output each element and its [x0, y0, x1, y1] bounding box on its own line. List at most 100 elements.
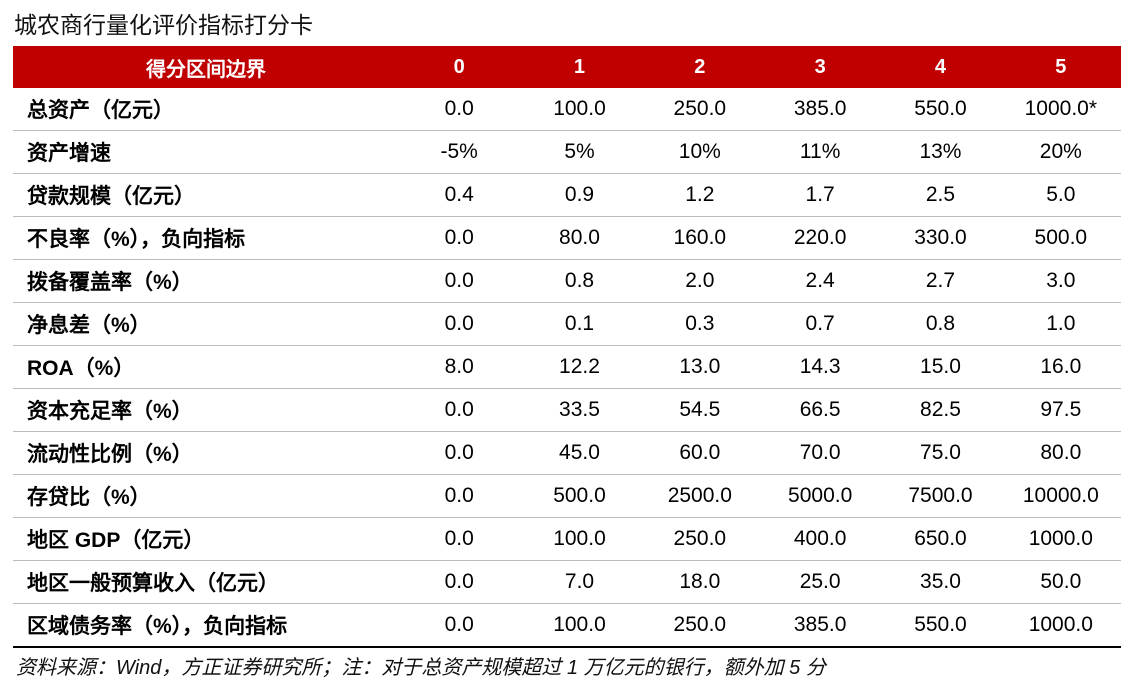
cell: 18.0 — [639, 560, 760, 604]
header-cell: 4 — [880, 46, 1001, 88]
title: 城农商行量化评价指标打分卡 — [14, 13, 313, 38]
cell: 0.3 — [639, 302, 760, 346]
table-row: 地区一般预算收入（亿元） 0.0 7.0 18.0 25.0 35.0 50.0 — [13, 560, 1121, 604]
table-row: 贷款规模（亿元） 0.4 0.9 1.2 1.7 2.5 5.0 — [13, 173, 1121, 217]
cell: 75.0 — [880, 431, 1001, 475]
cell: 8.0 — [399, 345, 520, 389]
header-cell: 得分区间边界 — [13, 46, 399, 88]
cell: 1.2 — [639, 173, 760, 217]
row-label: 资产增速 — [13, 130, 399, 174]
cell: 0.0 — [399, 603, 520, 648]
cell: 5% — [519, 130, 640, 174]
cell: 1000.0 — [1000, 603, 1121, 648]
cell: 16.0 — [1000, 345, 1121, 389]
cell: 97.5 — [1000, 388, 1121, 432]
row-label: 贷款规模（亿元） — [13, 173, 399, 217]
table-row: 区域债务率（%），负向指标 0.0 100.0 250.0 385.0 550.0 1000… — [13, 603, 1121, 648]
cell: 2500.0 — [639, 474, 760, 518]
row-label: 净息差（%） — [13, 302, 399, 346]
cell: 25.0 — [759, 560, 881, 604]
row-label: 不良率（%），负向指标 — [13, 216, 399, 260]
table-body: 总资产（亿元） 0.0 100.0 250.0 385.0 550.0 1000.0* 资产增… — [13, 88, 1121, 648]
cell: 2.0 — [639, 259, 760, 303]
header-cell: 3 — [759, 46, 881, 88]
cell: 330.0 — [880, 216, 1001, 260]
cell: 0.0 — [399, 431, 520, 475]
cell: 500.0 — [1000, 216, 1121, 260]
row-label: ROA（%） — [13, 345, 399, 389]
cell: 650.0 — [880, 517, 1001, 561]
cell: 250.0 — [639, 603, 760, 648]
cell: 11% — [759, 130, 881, 174]
score-table: 得分区间边界 0 1 2 3 4 5 总资产（亿元） 0.0 100.0 250.0 385.0 55… — [13, 46, 1121, 648]
cell: 0.0 — [399, 302, 520, 346]
cell: 10% — [639, 130, 760, 174]
cell: 385.0 — [759, 603, 881, 648]
row-label: 流动性比例（%） — [13, 431, 399, 475]
cell: 550.0 — [880, 88, 1001, 131]
cell: 100.0 — [519, 517, 640, 561]
cell: 400.0 — [759, 517, 881, 561]
cell: 60.0 — [639, 431, 760, 475]
cell: 2.7 — [880, 259, 1001, 303]
cell: 100.0 — [519, 88, 640, 131]
cell: 0.7 — [759, 302, 881, 346]
cell: 0.0 — [399, 216, 520, 260]
cell: 80.0 — [1000, 431, 1121, 475]
cell: 1.7 — [759, 173, 881, 217]
cell: 220.0 — [759, 216, 881, 260]
table-row: ROA（%） 8.0 12.2 13.0 14.3 15.0 16.0 — [13, 345, 1121, 389]
cell: 14.3 — [759, 345, 881, 389]
table-row: 资本充足率（%） 0.0 33.5 54.5 66.5 82.5 97.5 — [13, 388, 1121, 432]
cell: 0.0 — [399, 88, 520, 131]
row-label: 存贷比（%） — [13, 474, 399, 518]
cell: 13.0 — [639, 345, 760, 389]
cell: 7500.0 — [880, 474, 1001, 518]
cell: 0.0 — [399, 259, 520, 303]
table-row: 不良率（%），负向指标 0.0 80.0 160.0 220.0 330.0 500.0 — [13, 216, 1121, 260]
header-row: 得分区间边界 0 1 2 3 4 5 — [13, 46, 1121, 88]
cell: 70.0 — [759, 431, 881, 475]
row-label: 资本充足率（%） — [13, 388, 399, 432]
cell: 33.5 — [519, 388, 640, 432]
footnote: 资料来源：Wind，方正证券研究所；注：对于总资产规模超过 1 万亿元的银行，额… — [16, 657, 826, 679]
cell: 100.0 — [519, 603, 640, 648]
cell: 20% — [1000, 130, 1121, 174]
header-cell: 0 — [399, 46, 520, 88]
table-row: 资产增速 -5% 5% 10% 11% 13% 20% — [13, 130, 1121, 174]
cell: 0.0 — [399, 517, 520, 561]
cell: 0.9 — [519, 173, 640, 217]
header-cell: 5 — [1000, 46, 1121, 88]
header-cell: 2 — [639, 46, 760, 88]
row-label: 区域债务率（%），负向指标 — [13, 603, 399, 648]
table-row: 拨备覆盖率（%） 0.0 0.8 2.0 2.4 2.7 3.0 — [13, 259, 1121, 303]
cell: 0.0 — [399, 474, 520, 518]
cell: 2.4 — [759, 259, 881, 303]
table-row: 流动性比例（%） 0.0 45.0 60.0 70.0 75.0 80.0 — [13, 431, 1121, 475]
cell: 2.5 — [880, 173, 1001, 217]
cell: 160.0 — [639, 216, 760, 260]
cell: 500.0 — [519, 474, 640, 518]
cell: 0.1 — [519, 302, 640, 346]
cell: 385.0 — [759, 88, 881, 131]
cell: 250.0 — [639, 517, 760, 561]
table-row: 净息差（%） 0.0 0.1 0.3 0.7 0.8 1.0 — [13, 302, 1121, 346]
table-row: 总资产（亿元） 0.0 100.0 250.0 385.0 550.0 1000.0* — [13, 88, 1121, 131]
cell: 1000.0* — [1000, 88, 1121, 131]
cell: 15.0 — [880, 345, 1001, 389]
cell: 0.8 — [519, 259, 640, 303]
cell: 66.5 — [759, 388, 881, 432]
cell: 7.0 — [519, 560, 640, 604]
cell: 82.5 — [880, 388, 1001, 432]
cell: 50.0 — [1000, 560, 1121, 604]
row-label: 地区一般预算收入（亿元） — [13, 560, 399, 604]
cell: 1.0 — [1000, 302, 1121, 346]
cell: 0.4 — [399, 173, 520, 217]
cell: 250.0 — [639, 88, 760, 131]
cell: -5% — [399, 130, 520, 174]
row-label: 地区 GDP（亿元） — [13, 517, 399, 561]
row-label: 拨备覆盖率（%） — [13, 259, 399, 303]
cell: 1000.0 — [1000, 517, 1121, 561]
header-cell: 1 — [519, 46, 640, 88]
